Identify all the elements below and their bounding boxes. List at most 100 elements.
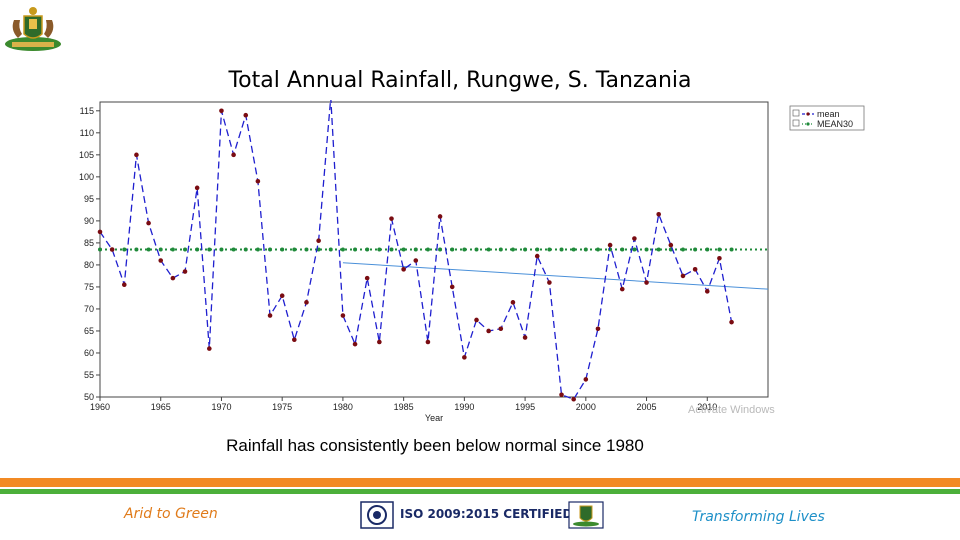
mean-data-point <box>571 396 576 402</box>
mean-data-point <box>632 236 637 241</box>
mean-data-point <box>219 108 224 114</box>
mean-data-point <box>474 317 479 323</box>
mean-data-point <box>97 229 103 235</box>
mean30-point <box>268 247 273 252</box>
crest-icon <box>568 501 604 529</box>
mean30-point <box>462 247 467 252</box>
mean-data-point <box>279 293 285 299</box>
mean-data-point <box>121 282 127 288</box>
mean30-point <box>486 247 491 252</box>
mean-data-point <box>207 346 212 351</box>
mean30-point <box>243 247 248 252</box>
mean-data-point <box>607 242 613 248</box>
mean-data-point <box>534 253 540 259</box>
mean30-point <box>280 247 285 252</box>
mean-data-point <box>267 313 273 318</box>
mean30-point <box>620 247 625 252</box>
mean-data-point <box>304 300 309 305</box>
mean30-point <box>729 247 734 252</box>
mean30-point <box>644 247 649 252</box>
footer-green-band <box>0 489 960 494</box>
y-tick-label: 110 <box>80 128 94 138</box>
footer-tagline-right: Transforming Lives <box>692 509 825 525</box>
mean-data-point <box>413 258 419 263</box>
mean-data-point <box>437 214 443 219</box>
mean30-point <box>255 247 260 252</box>
mean30-point <box>510 247 515 252</box>
coat-of-arms-logo <box>2 4 64 54</box>
mean-data-point <box>292 337 297 343</box>
mean30-point <box>389 247 394 252</box>
mean30-point <box>146 247 151 252</box>
x-tick-label: 1990 <box>454 402 474 412</box>
mean-data-point <box>656 211 661 217</box>
mean30-point <box>595 247 600 252</box>
mean-data-point <box>729 319 734 325</box>
y-tick-label: 115 <box>80 106 94 116</box>
x-tick-label: 1980 <box>333 402 353 412</box>
slide-caption: Rainfall has consistently been below nor… <box>226 436 644 455</box>
mean30-point <box>680 247 685 252</box>
mean-data-point <box>462 355 467 360</box>
mean-data-point <box>692 267 698 272</box>
mean-data-point <box>510 300 516 305</box>
mean-data-point <box>340 313 346 318</box>
legend-box <box>789 105 865 131</box>
mean30-point <box>231 247 236 252</box>
activate-windows-watermark: Activate Windows <box>688 404 775 416</box>
y-tick-label: 50 <box>84 392 94 402</box>
mean-data-point <box>401 267 406 272</box>
mean-data-point <box>547 280 552 285</box>
rainfall-chart: 50 55 60 65 70 75 80 85 90 95 100 105 110 115 1960 1965… <box>60 95 870 425</box>
mean30-point <box>377 247 382 252</box>
mean-data-point <box>559 392 564 398</box>
x-tick-label: 2000 <box>576 402 596 412</box>
mean-data-point <box>486 328 491 334</box>
mean-data-point <box>644 280 649 285</box>
mean30-point <box>158 247 163 252</box>
mean30-point <box>425 247 430 252</box>
x-tick-label: 1985 <box>394 402 414 412</box>
x-tick-label: 1995 <box>515 402 535 412</box>
mean30-point <box>195 247 200 252</box>
mean30-point <box>547 247 552 252</box>
mean-data-point <box>158 258 164 263</box>
y-tick-label: 75 <box>84 282 94 292</box>
mean-data-point <box>231 152 236 158</box>
mean-data-point <box>352 341 358 347</box>
mean30-point <box>717 247 722 252</box>
y-tick-label: 90 <box>84 216 94 226</box>
trend-line <box>342 262 769 290</box>
y-tick-label: 60 <box>84 348 94 358</box>
mean30-point <box>450 247 455 252</box>
y-tick-label: 55 <box>84 370 94 380</box>
footer-tagline-left: Arid to Green <box>124 506 218 522</box>
mean30-point <box>353 247 358 252</box>
mean30-point <box>122 247 127 252</box>
mean30-point <box>170 247 175 252</box>
mean30-point <box>535 247 540 252</box>
mean-data-point <box>109 247 115 252</box>
slide-title: Total Annual Rainfall, Rungwe, S. Tanzan… <box>228 68 692 93</box>
mean30-point <box>559 247 564 252</box>
mean30-point <box>328 247 333 252</box>
chart-canvas: 50 55 60 65 70 75 80 85 90 95 100 105 110 115 1960 1965… <box>79 95 865 423</box>
mean-data-point <box>583 377 589 382</box>
mean-data-point <box>170 275 176 281</box>
mean30-point <box>438 247 443 252</box>
mean-data-point <box>182 269 188 274</box>
mean30-point <box>401 247 406 252</box>
legend-label: MEAN30 <box>817 119 853 129</box>
mean-data-point <box>255 178 261 184</box>
mean30-point <box>219 247 224 252</box>
mean30-point <box>474 247 479 252</box>
y-tick-label: 80 <box>84 260 94 270</box>
x-tick-label: 1975 <box>272 402 292 412</box>
mean-data-point <box>377 339 382 345</box>
iso-certified-label: ISO 2009:2015 CERTIFIED <box>400 507 573 521</box>
mean30-point <box>292 247 297 252</box>
legend-checkbox <box>792 119 800 127</box>
mean-data-point <box>449 284 455 290</box>
mean30-point <box>656 247 661 252</box>
mean-data-point <box>134 152 139 158</box>
